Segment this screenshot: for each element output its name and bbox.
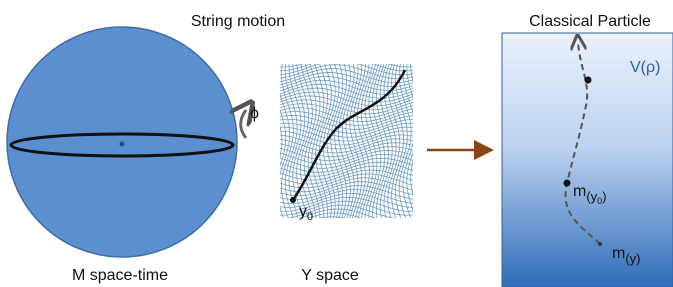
mesh-line [276, 53, 420, 67]
start-dot [290, 197, 296, 203]
m-space-label: M space-time [72, 267, 168, 284]
mesh-line [266, 60, 278, 225]
mesh-line [276, 37, 420, 51]
diagram: String motion ϕ M space-time y0 Y space … [0, 0, 673, 287]
mesh-line [331, 60, 343, 225]
mesh-line [276, 217, 420, 231]
m-sub: (y) [625, 251, 640, 266]
particle-title: Classical Particle [529, 13, 651, 30]
mesh-line [276, 225, 420, 239]
mesh [255, 37, 430, 238]
mesh-line [276, 115, 420, 129]
phi-label: ϕ [250, 105, 259, 122]
mesh-line [255, 60, 267, 225]
mesh-line [274, 60, 286, 225]
mesh-line [276, 45, 420, 59]
y0-main: y [299, 203, 307, 220]
title: String motion [191, 13, 285, 30]
particle-dot [585, 77, 592, 84]
m-main: m [573, 183, 586, 200]
m-close: ) [602, 189, 606, 204]
rotation-arrow [241, 110, 246, 138]
mesh-line [418, 60, 430, 225]
mesh-line [276, 49, 420, 63]
mesh-line [411, 60, 423, 225]
mesh-line [414, 60, 426, 225]
particle-dot [598, 242, 602, 246]
center-dot [120, 142, 125, 147]
mesh-line [407, 60, 419, 225]
m-main: m [612, 245, 625, 262]
mesh-line [262, 60, 274, 225]
mesh-line [276, 41, 420, 55]
y0-sub: 0 [307, 211, 313, 223]
y-space-label: Y space [301, 267, 359, 284]
m-sub: (y [586, 189, 597, 204]
potential-label: V(ρ) [630, 59, 660, 76]
mesh-line [259, 60, 271, 225]
mesh-line [335, 60, 347, 225]
mesh-line [276, 221, 420, 235]
particle-dot [564, 180, 571, 187]
